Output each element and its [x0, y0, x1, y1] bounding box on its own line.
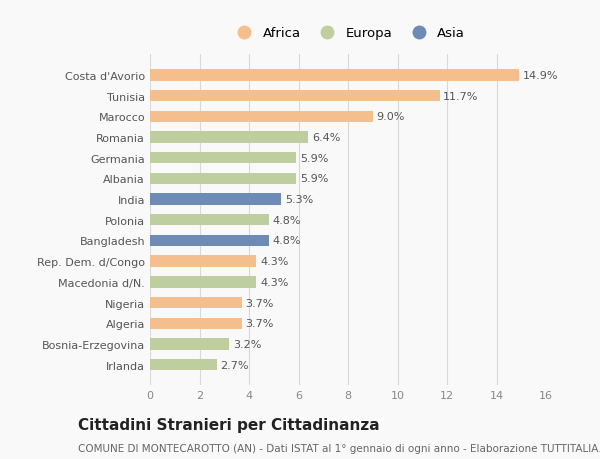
Text: 9.0%: 9.0% — [376, 112, 405, 122]
Bar — [150, 153, 296, 164]
Text: 2.7%: 2.7% — [221, 360, 249, 370]
Text: 5.3%: 5.3% — [285, 195, 313, 205]
Bar — [150, 174, 296, 185]
Bar — [150, 318, 242, 329]
Bar — [150, 112, 373, 123]
Text: 3.7%: 3.7% — [245, 298, 274, 308]
Text: 3.7%: 3.7% — [245, 319, 274, 329]
Text: 4.3%: 4.3% — [260, 257, 289, 267]
Text: 6.4%: 6.4% — [312, 133, 340, 143]
Text: Cittadini Stranieri per Cittadinanza: Cittadini Stranieri per Cittadinanza — [78, 417, 380, 432]
Text: 4.3%: 4.3% — [260, 277, 289, 287]
Text: 3.2%: 3.2% — [233, 339, 261, 349]
Bar — [150, 256, 256, 267]
Bar — [150, 277, 256, 288]
Text: 11.7%: 11.7% — [443, 91, 479, 101]
Bar — [150, 132, 308, 143]
Bar — [150, 70, 519, 81]
Text: 14.9%: 14.9% — [523, 71, 558, 81]
Bar — [150, 297, 242, 308]
Bar — [150, 91, 440, 102]
Text: 5.9%: 5.9% — [300, 174, 328, 184]
Bar — [150, 194, 281, 205]
Bar — [150, 359, 217, 370]
Legend: Africa, Europa, Asia: Africa, Europa, Asia — [226, 22, 470, 45]
Text: 4.8%: 4.8% — [272, 215, 301, 225]
Text: 4.8%: 4.8% — [272, 236, 301, 246]
Bar — [150, 215, 269, 226]
Text: 5.9%: 5.9% — [300, 153, 328, 163]
Bar — [150, 235, 269, 246]
Bar — [150, 339, 229, 350]
Text: COMUNE DI MONTECAROTTO (AN) - Dati ISTAT al 1° gennaio di ogni anno - Elaborazio: COMUNE DI MONTECAROTTO (AN) - Dati ISTAT… — [78, 443, 600, 453]
